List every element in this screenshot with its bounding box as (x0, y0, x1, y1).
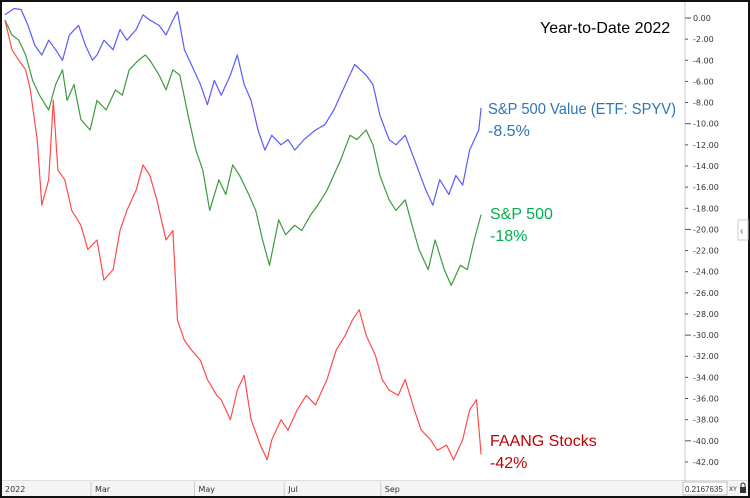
y-tick-label: -38.00 (693, 416, 719, 425)
y-tick-label: -26.00 (693, 289, 719, 298)
y-tick-label: -40.00 (693, 437, 719, 446)
y-tick-label: -32.00 (693, 352, 719, 361)
cursor-value: 0.2167635 (685, 485, 723, 494)
y-tick-label: -6.00 (693, 77, 714, 86)
y-tick-label: -16.00 (693, 183, 719, 192)
series-end-faang: -42% (490, 455, 527, 472)
cursor-value-box (682, 481, 728, 496)
series-label-faang: FAANG Stocks (490, 433, 597, 450)
x-axis-bar[interactable] (2, 481, 748, 496)
series-label-spyv: S&P 500 Value (ETF: SPYV) (488, 101, 676, 118)
x-tick-label: Mar (95, 485, 111, 494)
y-tick-label: -2.00 (693, 35, 714, 44)
series-line-spyv (4, 7, 482, 206)
y-tick-label: -28.00 (693, 310, 719, 319)
x-tick-label: May (199, 485, 216, 494)
y-tick-label: -30.00 (693, 331, 719, 340)
series-end-spyv: -8.5% (488, 123, 530, 140)
collapse-panel-button[interactable] (737, 219, 749, 241)
series-line-sp500 (4, 19, 482, 286)
y-tick-label: -34.00 (693, 373, 719, 382)
y-tick-label: -36.00 (693, 395, 719, 404)
y-tick-label: -24.00 (693, 268, 719, 277)
y-tick-label: -14.00 (693, 162, 719, 171)
series-end-sp500: -18% (490, 228, 527, 245)
chevron-left-icon: ‹ (740, 226, 743, 237)
xy-toggle[interactable]: XY (729, 486, 737, 493)
x-tick-label: Sep (385, 485, 400, 494)
y-tick-label: 0.00 (693, 14, 711, 23)
chart-title: Year-to-Date 2022 (540, 20, 670, 37)
x-tick-label: 2022 (5, 485, 25, 494)
y-tick-label: -42.00 (693, 458, 719, 467)
lock-icon[interactable] (740, 482, 746, 493)
series-line-faang (4, 19, 482, 461)
y-tick-label: -20.00 (693, 225, 719, 234)
y-tick-label: -8.00 (693, 99, 714, 108)
y-tick-label: -4.00 (693, 56, 714, 65)
y-tick-label: -18.00 (693, 204, 719, 213)
y-tick-label: -22.00 (693, 247, 719, 256)
y-tick-label: -10.00 (693, 120, 719, 129)
series-label-sp500: S&P 500 (490, 206, 553, 223)
y-tick-label: -12.00 (693, 141, 719, 150)
x-tick-label: Jul (287, 485, 298, 494)
